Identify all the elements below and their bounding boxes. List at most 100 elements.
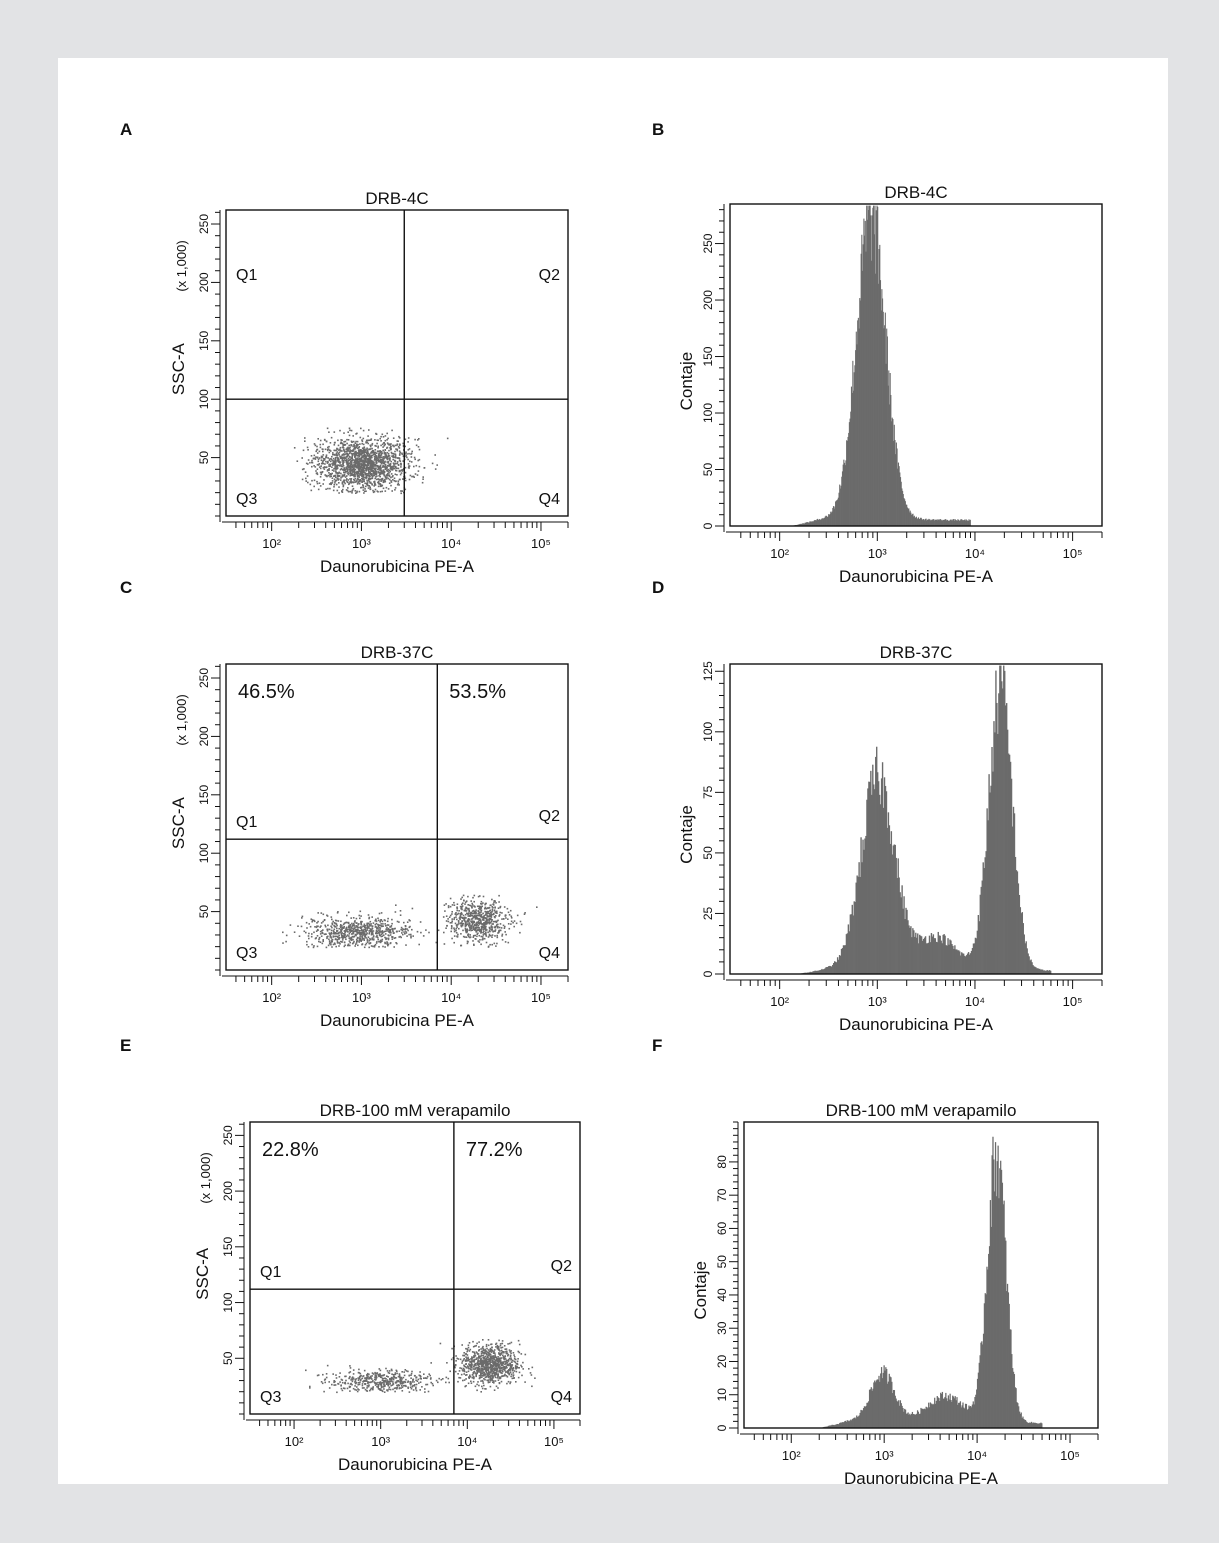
data-point	[350, 936, 353, 939]
data-point	[477, 940, 480, 942]
data-point	[362, 443, 365, 446]
data-point	[382, 449, 384, 452]
data-point	[307, 463, 309, 465]
data-point	[326, 470, 329, 472]
data-point	[397, 1375, 400, 1378]
histogram-bar	[919, 934, 921, 974]
data-point	[325, 474, 328, 477]
histogram-bar	[900, 481, 902, 526]
data-point	[317, 488, 320, 491]
histogram-bar	[921, 519, 923, 526]
data-point	[510, 1350, 512, 1352]
data-point	[405, 1370, 408, 1372]
histogram-bar	[808, 522, 810, 526]
histogram-bar	[866, 219, 868, 526]
data-point	[454, 1370, 457, 1373]
data-point	[345, 927, 347, 930]
data-point	[464, 922, 467, 924]
histogram-bar	[811, 971, 813, 974]
data-point	[478, 1357, 480, 1359]
data-point	[387, 1382, 389, 1384]
data-point	[476, 1383, 478, 1386]
data-point	[342, 923, 345, 926]
data-point	[444, 910, 446, 912]
data-point	[494, 935, 496, 937]
data-point	[518, 1351, 521, 1354]
histogram-bar	[910, 926, 912, 974]
data-point	[361, 464, 363, 466]
data-point	[480, 943, 482, 946]
data-point	[396, 461, 399, 463]
data-point	[464, 903, 466, 905]
data-point	[377, 468, 379, 471]
data-point	[378, 929, 380, 931]
histogram-bar	[864, 220, 866, 526]
data-point	[332, 475, 335, 478]
data-point	[394, 1387, 397, 1389]
data-point	[355, 925, 357, 927]
histogram-bar	[951, 944, 953, 974]
data-point	[368, 932, 370, 935]
data-point	[491, 1350, 494, 1352]
data-point	[382, 446, 384, 448]
histogram-bar	[961, 952, 963, 974]
data-point	[471, 1358, 473, 1361]
data-point	[389, 470, 391, 473]
data-point	[309, 483, 312, 486]
data-point	[358, 458, 361, 461]
data-point	[351, 935, 354, 938]
histogram-bar	[967, 520, 969, 526]
data-point	[373, 459, 376, 461]
data-point	[487, 1344, 490, 1347]
data-point	[341, 482, 344, 484]
data-point	[353, 444, 356, 447]
panel-letter: D	[652, 578, 665, 597]
data-point	[355, 450, 357, 453]
data-point	[423, 1373, 425, 1375]
data-point	[390, 925, 393, 927]
data-point	[366, 923, 368, 926]
data-point	[376, 1385, 378, 1388]
data-point	[363, 473, 365, 476]
data-point	[361, 457, 363, 459]
data-point	[355, 446, 358, 449]
histogram-bar	[907, 920, 909, 974]
data-point	[344, 476, 347, 478]
data-point	[394, 487, 397, 489]
data-point	[442, 1378, 444, 1380]
data-point	[464, 927, 467, 930]
data-point	[453, 901, 455, 904]
data-point	[491, 923, 493, 925]
data-point	[418, 1374, 421, 1377]
data-point	[492, 1381, 494, 1383]
data-point	[373, 480, 376, 483]
data-point	[359, 479, 362, 481]
data-point	[511, 1369, 514, 1372]
data-point	[348, 450, 351, 452]
histogram-bar	[904, 501, 906, 526]
data-point	[355, 1382, 358, 1384]
data-point	[344, 1387, 346, 1390]
data-point	[365, 439, 368, 442]
histogram-bar	[878, 794, 881, 974]
data-point	[354, 461, 356, 463]
data-point	[346, 462, 349, 465]
data-point	[392, 475, 394, 477]
data-point	[388, 1372, 391, 1374]
data-point	[455, 929, 457, 932]
data-point	[354, 453, 356, 455]
data-point	[374, 468, 377, 471]
data-point	[430, 1362, 432, 1364]
data-point	[289, 924, 292, 926]
data-point	[372, 1388, 374, 1391]
histogram-bar	[883, 777, 886, 974]
data-point	[400, 928, 402, 931]
data-point	[499, 1350, 501, 1352]
data-point	[402, 933, 404, 936]
data-point	[398, 1384, 400, 1387]
data-point	[384, 923, 386, 925]
data-point	[494, 1352, 496, 1355]
data-point	[379, 941, 382, 944]
data-point	[381, 490, 383, 493]
data-point	[356, 466, 358, 469]
